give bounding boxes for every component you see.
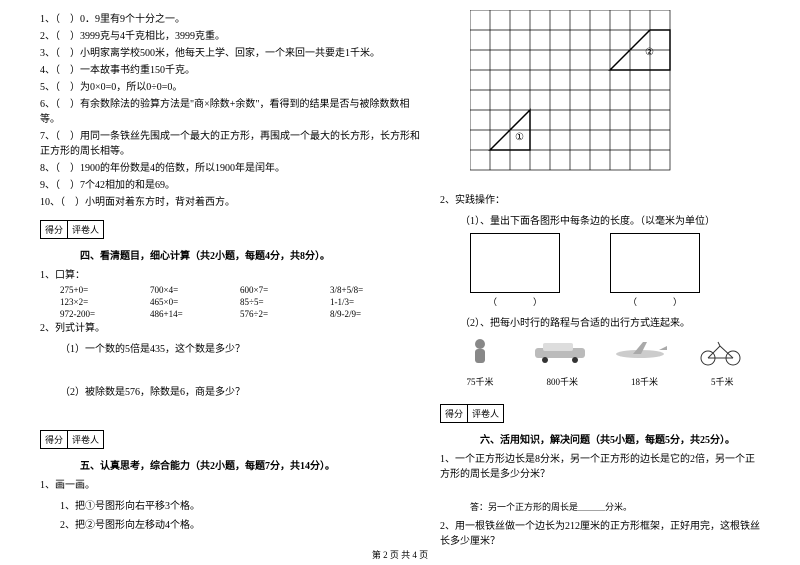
judge-item: 8、（ ）1900的年份数是4的倍数，所以1900年是闰年。 <box>40 161 420 176</box>
judge-item: 10、（ ）小明面对着东方时，背对着西方。 <box>40 195 420 210</box>
s6-q2: 2、用一根铁丝做一个边长为212厘米的正方形框架，正好用完，这根铁丝长多少厘米？ <box>440 519 760 549</box>
q2a: （1）一个数的5倍是435，这个数是多少？ <box>60 340 420 355</box>
page-footer: 第 2 页 共 4 页 <box>0 548 800 561</box>
calc-item: 972-200= <box>60 309 150 319</box>
distance-row: 75千米 800千米 18千米 5千米 <box>440 375 760 388</box>
judge-item: 1、（ ）0．9里有9个十分之一。 <box>40 12 420 27</box>
grid-figure: ② ① <box>470 10 690 180</box>
calc-row: 123×2= 465×0= 85÷5= 1-1/3= <box>60 297 420 307</box>
measure-boxes: （ ） （ ） <box>470 233 760 308</box>
dist: 75千米 <box>466 375 493 388</box>
calc-item: 600×7= <box>240 285 330 295</box>
calc-item: 1-1/3= <box>330 297 420 307</box>
calc-item: 8/9-2/9= <box>330 309 420 319</box>
calc-item: 700×4= <box>150 285 240 295</box>
q2b: （2）、把每小时行的路程与合适的出行方式连起来。 <box>460 314 760 329</box>
score-box: 得分 评卷人 <box>40 430 104 449</box>
left-column: 1、（ ）0．9里有9个十分之一。 2、（ ）3999克与4千克相比，3999克… <box>30 10 430 545</box>
score-header: 得分 <box>441 405 468 422</box>
dist: 5千米 <box>711 375 734 388</box>
q1b: 2、把②号图形向左移动4个格。 <box>60 516 420 531</box>
score-header: 得分 <box>41 431 68 448</box>
calc-item: 465×0= <box>150 297 240 307</box>
calc-item: 576÷2= <box>240 309 330 319</box>
bike-icon <box>693 337 748 367</box>
score-box: 得分 评卷人 <box>440 404 504 423</box>
calc-item: 3/8+5/8= <box>330 285 420 295</box>
judge-item: 4、（ ）一本故事书约重150千克。 <box>40 63 420 78</box>
calc-item: 486+14= <box>150 309 240 319</box>
section4-title: 四、看清题目，细心计算（共2小题，每题4分，共8分）。 <box>80 247 420 262</box>
car-icon <box>533 337 588 367</box>
calc-row: 972-200= 486+14= 576÷2= 8/9-2/9= <box>60 309 420 319</box>
q2a: （1）、量出下面各图形中每条边的长度。（以毫米为单位） <box>460 212 760 227</box>
section6-title: 六、活用知识，解决问题（共5小题，每题5分，共25分）。 <box>480 431 760 446</box>
transport-row <box>440 337 760 367</box>
q1a: 1、把①号图形向右平移3个格。 <box>60 497 420 512</box>
plane-icon <box>613 337 668 367</box>
calc-row: 275+0= 700×4= 600×7= 3/8+5/8= <box>60 285 420 295</box>
q2-label: 2、实践操作： <box>440 193 760 208</box>
score-header: 得分 <box>41 221 68 238</box>
page-container: 1、（ ）0．9里有9个十分之一。 2、（ ）3999克与4千克相比，3999克… <box>0 0 800 565</box>
judge-item: 6、（ ）有余数除法的验算方法是"商×除数+余数"，看得到的结果是否与被除数数相… <box>40 97 420 127</box>
calc-item: 275+0= <box>60 285 150 295</box>
q1-label: 1、口算： <box>40 268 420 283</box>
q2b: （2）被除数是576，除数是6，商是多少？ <box>60 383 420 398</box>
svg-text:①: ① <box>515 132 524 143</box>
dist: 18千米 <box>631 375 658 388</box>
judge-item: 9、（ ）7个42相加的和是69。 <box>40 178 420 193</box>
s6-q1: 1、一个正方形边长是8分米，另一个正方形的边长是它的2倍，另一个正方形的周长是多… <box>440 452 760 482</box>
measure-box-2: （ ） <box>610 233 700 308</box>
section5-title: 五、认真思考，综合能力（共2小题，每题7分，共14分）。 <box>80 457 420 472</box>
right-column: ② ① 2、实践操作： （1）、量出下面各图形中每条边的长度。（以毫米为单位） … <box>430 10 770 545</box>
calc-item: 85÷5= <box>240 297 330 307</box>
q2-label: 2、列式计算。 <box>40 321 420 336</box>
judge-item: 3、（ ）小明家离学校500米，他每天上学、回家，一个来回一共要走1千米。 <box>40 46 420 61</box>
score-header: 评卷人 <box>68 221 103 238</box>
dist: 800千米 <box>546 375 578 388</box>
judge-item: 2、（ ）3999克与4千克相比，3999克重。 <box>40 29 420 44</box>
q1-label: 1、画一画。 <box>40 478 420 493</box>
score-header: 评卷人 <box>68 431 103 448</box>
s6-ans1: 答：另一个正方形的周长是＿＿＿分米。 <box>470 500 760 513</box>
svg-text:②: ② <box>645 47 654 58</box>
judge-item: 7、（ ）用同一条铁丝先围成一个最大的正方形，再围成一个最大的长方形，长方形和正… <box>40 129 420 159</box>
calc-item: 123×2= <box>60 297 150 307</box>
score-header: 评卷人 <box>468 405 503 422</box>
judge-item: 5、（ ）为0×0=0，所以0÷0=0。 <box>40 80 420 95</box>
person-icon <box>453 337 508 367</box>
score-box: 得分 评卷人 <box>40 220 104 239</box>
judge-list: 1、（ ）0．9里有9个十分之一。 2、（ ）3999克与4千克相比，3999克… <box>40 12 420 210</box>
measure-box-1: （ ） <box>470 233 560 308</box>
